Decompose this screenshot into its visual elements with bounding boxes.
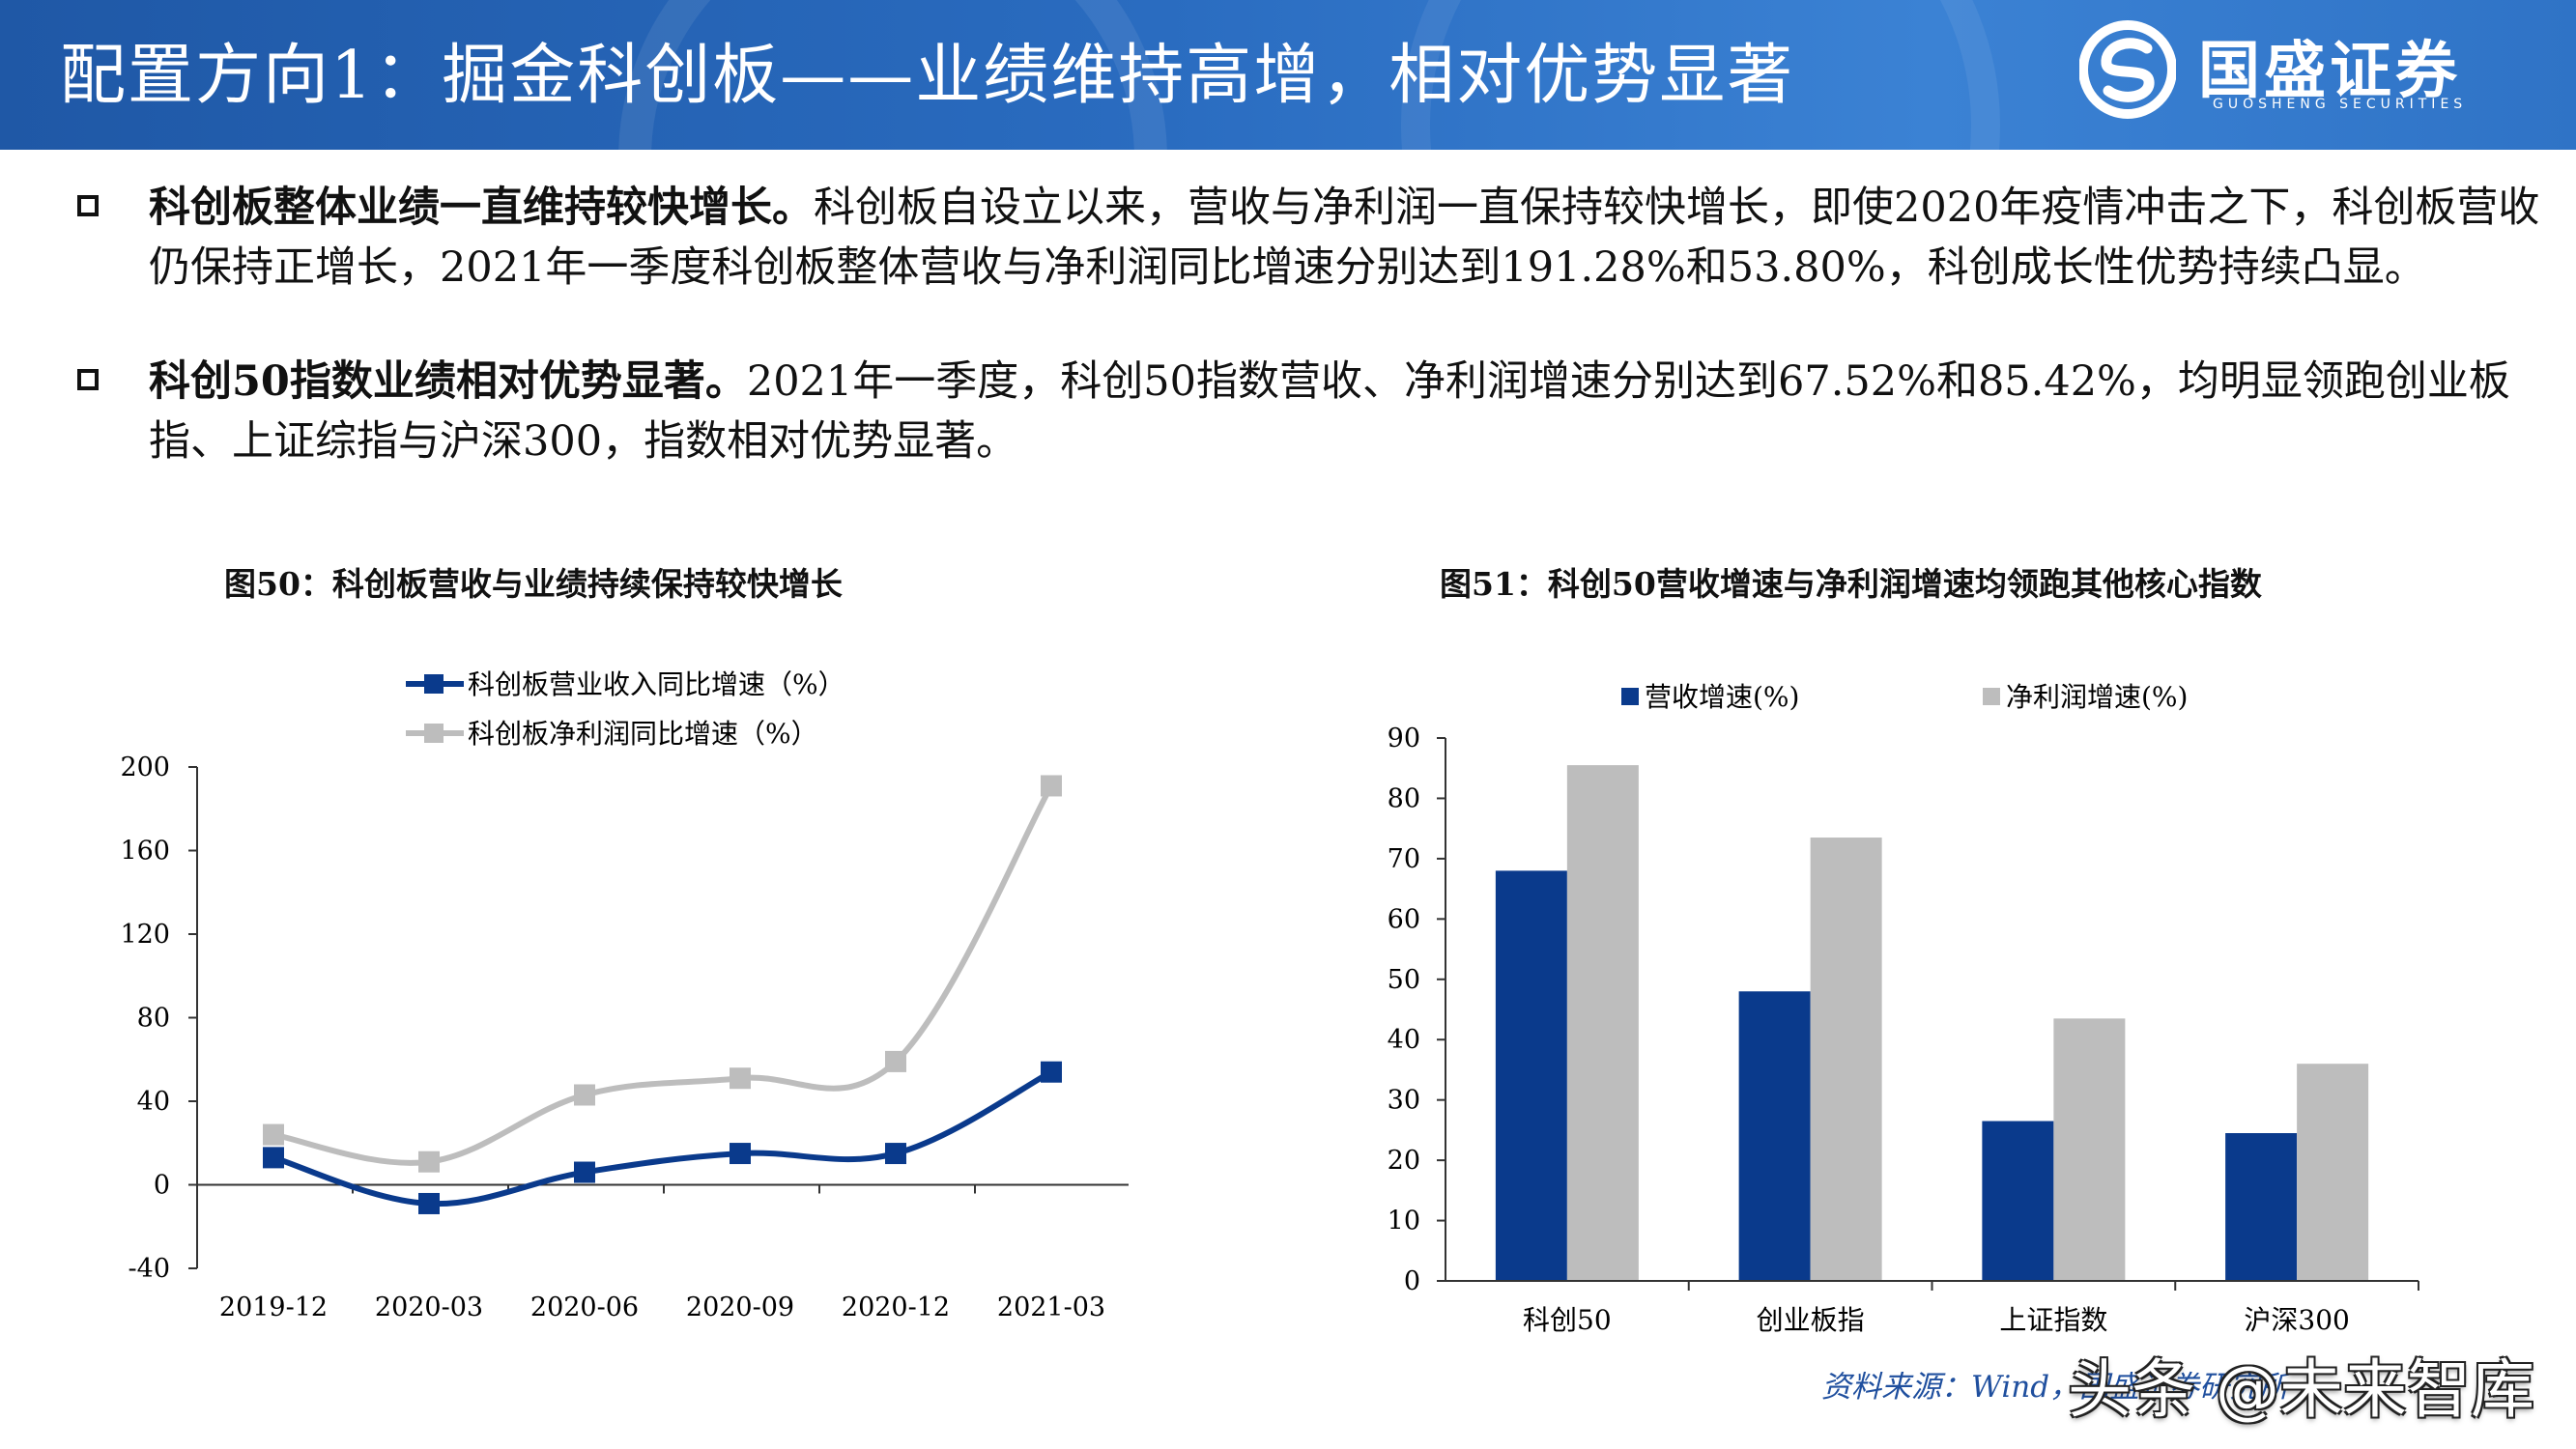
y-tick-label: 10	[1388, 1207, 1420, 1236]
bar	[1495, 870, 1567, 1281]
x-tick-label: 2021-03	[997, 1293, 1105, 1322]
legend-marker	[424, 724, 444, 743]
legend-swatch	[1983, 688, 2000, 705]
data-point-marker	[885, 1050, 906, 1072]
legend-swatch	[1621, 688, 1639, 705]
series-line	[272, 783, 1054, 1166]
bar	[1810, 838, 1882, 1281]
x-tick-label: 2020-09	[686, 1293, 794, 1322]
checkbox-square-icon	[77, 195, 99, 216]
y-tick-label: 0	[154, 1171, 170, 1201]
y-tick-label: -40	[129, 1254, 170, 1284]
y-tick-label: 50	[1388, 965, 1420, 995]
y-tick-label: 80	[1388, 783, 1420, 813]
series-line	[272, 1069, 1053, 1208]
x-tick-label: 科创50	[1523, 1304, 1612, 1336]
x-tick-label: 沪深300	[2244, 1304, 2349, 1336]
bar	[2297, 1064, 2369, 1281]
line-chart: 200 160 120 80 40 0 -40 2019-12 2020-03 2020-06 20…	[120, 668, 1129, 1322]
bullet-lead: 科创板整体业绩一直维持较快增长。	[149, 184, 814, 232]
data-point-marker	[730, 1143, 751, 1165]
checkbox-square-icon	[77, 369, 99, 390]
header-bar: 配置方向1：掘金科创板——业绩维持高增，相对优势显著 国盛证券 GUOSHENG…	[0, 0, 2576, 150]
bar	[2053, 1018, 2126, 1281]
y-tick-label: 0	[1404, 1266, 1420, 1296]
y-tick-label: 20	[1388, 1146, 1420, 1176]
source-note: 资料来源：Wind，国盛证券研究所	[1821, 1370, 2290, 1405]
brand-name: 国盛证券	[2198, 36, 2461, 107]
x-tick-label: 2020-12	[842, 1293, 950, 1322]
y-tick-label: 70	[1388, 844, 1420, 874]
legend-marker	[424, 674, 444, 694]
legend-label: 营收增速(%)	[1645, 681, 1799, 713]
bar	[1982, 1121, 2054, 1281]
data-point-marker	[574, 1084, 595, 1106]
figure-51-title: 图51：科创50营收增速与净利润增速均领跑其他核心指数	[1440, 565, 2262, 603]
x-tick-label: 2020-06	[530, 1293, 639, 1322]
data-point-marker	[263, 1123, 284, 1146]
legend-label: 科创板净利润同比增速（%）	[468, 718, 818, 750]
y-tick-label: 200	[120, 753, 170, 782]
data-point-marker	[885, 1143, 906, 1165]
y-tick-label: 120	[120, 920, 170, 950]
bullet-item: 科创板整体业绩一直维持较快增长。科创板自设立以来，营收与净利润一直保持较快增长，…	[77, 178, 2551, 298]
data-point-marker	[263, 1147, 284, 1169]
bar	[2225, 1133, 2298, 1281]
figure-50-title: 图50：科创板营收与业绩持续保持较快增长	[224, 565, 843, 603]
y-tick-label: 80	[137, 1004, 170, 1034]
bar	[1566, 765, 1639, 1281]
data-point-marker	[418, 1192, 440, 1214]
bullet-body: 科创板自设立以来，营收与净利润一直保持较快增长，即使2020年疫情冲击之下，科创…	[149, 184, 2540, 292]
guosheng-logo-icon	[2079, 20, 2176, 119]
data-point-marker	[1041, 1061, 1062, 1083]
data-point-marker	[1041, 775, 1062, 797]
bullet-item: 科创50指数业绩相对优势显著。2021年一季度，科创50指数营收、净利润增速分别…	[77, 352, 2551, 471]
page-title: 配置方向1：掘金科创板——业绩维持高增，相对优势显著	[60, 38, 1795, 114]
bar-chart: 90 80 70 60 50 40 30 20 10 0 科创50 创业板指 上证指数 沪深300 营收增速…	[1388, 681, 2419, 1336]
bullet-lead: 科创50指数业绩相对优势显著。	[149, 357, 747, 406]
data-point-marker	[418, 1151, 440, 1173]
y-tick-label: 60	[1388, 904, 1420, 934]
watermark: 头条 @未来智库	[2068, 1352, 2534, 1427]
x-tick-label: 上证指数	[1999, 1304, 2107, 1336]
bar	[1738, 991, 1811, 1281]
legend-label: 净利润增速(%)	[2006, 681, 2188, 713]
y-tick-label: 90	[1388, 724, 1420, 753]
data-point-marker	[574, 1161, 595, 1183]
data-point-marker	[730, 1067, 751, 1090]
x-tick-label: 2019-12	[219, 1293, 328, 1322]
y-tick-label: 160	[120, 837, 170, 867]
bullet-body: 2021年一季度，科创50指数营收、净利润增速分别达到67.52%和85.42%…	[149, 357, 2510, 466]
x-tick-label: 2020-03	[375, 1293, 483, 1322]
x-tick-label: 创业板指	[1757, 1304, 1865, 1336]
legend-label: 科创板营业收入同比增速（%）	[468, 668, 845, 700]
y-tick-label: 40	[137, 1087, 170, 1117]
y-tick-label: 30	[1388, 1086, 1420, 1116]
y-tick-label: 40	[1388, 1025, 1420, 1055]
brand-name-english: GUOSHENG SECURITIES	[2213, 97, 2468, 112]
